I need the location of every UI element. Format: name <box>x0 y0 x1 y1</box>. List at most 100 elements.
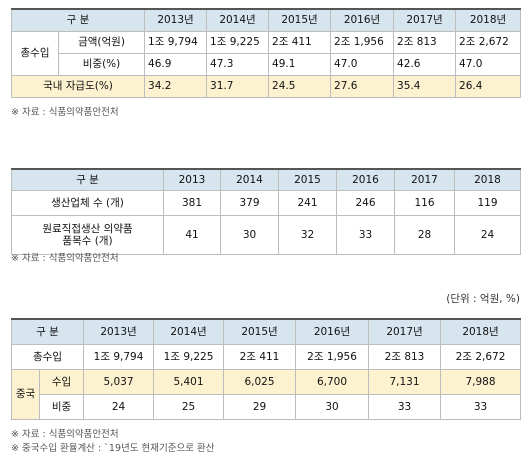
table-cell: 47.3 <box>206 53 270 76</box>
table-cell: 31.7 <box>206 75 270 98</box>
unit-label: (단위 : 억원, %) <box>446 293 520 305</box>
header-cell: 구 분 <box>10 8 146 32</box>
table-cell: 1조 9,225 <box>153 344 225 370</box>
table-row: 총수입 1조 9,794 1조 9,225 2조 411 2조 1,956 2조… <box>10 344 522 370</box>
header-cell: 2014 <box>220 168 279 191</box>
header-cell: 2018년 <box>440 318 522 345</box>
table-cell: 6,025 <box>223 369 297 395</box>
self-sufficiency-row: 국내 자급도(%) 34.2 31.7 24.5 27.6 35.4 26.4 <box>10 75 522 98</box>
source-note: ※ 자료 : 식품의약품안전처 <box>11 107 119 118</box>
row-label: 비중(%) <box>57 53 146 76</box>
row-label: 총수입 <box>10 344 85 370</box>
exchange-rate-note: ※ 중국수입 환율계산 : `19년도 현재기준으로 환산 <box>11 443 215 454</box>
table-row: 비중 24 25 29 30 33 33 <box>12 394 522 420</box>
table-cell: 2조 1,956 <box>330 31 395 54</box>
import-table: 구 분 2013년 2014년 2015년 2016년 2017년 2018년 … <box>10 8 522 98</box>
source-note: ※ 자료 : 식품의약품안전처 <box>11 429 119 440</box>
row-label-line: 원료직접생산 의약품 <box>42 222 133 235</box>
table-cell: 5,037 <box>83 369 155 395</box>
table-cell: 2조 1,956 <box>295 344 370 370</box>
header-cell: 2015년 <box>268 8 332 32</box>
table-cell: 241 <box>278 190 337 216</box>
table-cell: 2조 2,672 <box>455 31 522 54</box>
table-cell: 46.9 <box>144 53 208 76</box>
table-cell: 379 <box>220 190 279 216</box>
table-row: 중국 수입 5,037 5,401 6,025 6,700 7,131 7,98… <box>11 369 522 420</box>
table-cell: 5,401 <box>153 369 225 395</box>
header-cell: 2015 <box>278 168 337 191</box>
header-cell: 2017년 <box>393 8 457 32</box>
table-cell: 25 <box>153 394 225 420</box>
table-row: 비중(%) 46.9 47.3 49.1 47.0 42.6 47.0 <box>12 53 522 76</box>
table-cell: 49.1 <box>268 53 332 76</box>
table-cell: 34.2 <box>144 75 208 98</box>
table-cell: 116 <box>394 190 455 216</box>
table-cell: 32 <box>278 215 337 255</box>
row-label: 금액(억원) <box>57 31 146 54</box>
header-cell: 2014년 <box>153 318 225 345</box>
table-cell: 2조 411 <box>223 344 297 370</box>
table-cell: 33 <box>440 394 522 420</box>
table-cell: 28 <box>394 215 455 255</box>
header-cell: 2013년 <box>144 8 208 32</box>
table-cell: 26.4 <box>455 75 522 98</box>
row-label-line: 품목수 (개) <box>62 235 113 247</box>
table-cell: 29 <box>223 394 297 420</box>
header-cell: 2014년 <box>206 8 270 32</box>
row-label: 생산업체 수 (개) <box>11 190 164 216</box>
table-cell: 246 <box>336 190 395 216</box>
production-table: 구 분 2013 2014 2015 2016 2017 2018 생산업체 수… <box>11 168 521 255</box>
header-cell: 2015년 <box>223 318 297 345</box>
row-label: 원료직접생산 의약품 품목수 (개) <box>11 215 164 255</box>
row-group-label: 총수입 <box>11 31 59 76</box>
row-label: 국내 자급도(%) <box>10 75 146 98</box>
header-cell: 구 분 <box>10 318 85 345</box>
table-row: 원료직접생산 의약품 품목수 (개) 41 30 32 33 28 24 <box>11 215 521 255</box>
table-cell: 41 <box>163 215 221 255</box>
header-cell: 2018년 <box>455 8 522 32</box>
table-row: 생산업체 수 (개) 381 379 241 246 116 119 <box>11 190 521 216</box>
header-cell: 2016년 <box>295 318 370 345</box>
table-cell: 30 <box>295 394 370 420</box>
header-cell: 2017 <box>394 168 455 191</box>
table-cell: 33 <box>368 394 442 420</box>
row-label: 비중 <box>38 394 85 420</box>
table-cell: 2조 411 <box>268 31 332 54</box>
table-cell: 1조 9,225 <box>206 31 270 54</box>
row-label: 수입 <box>38 369 85 395</box>
table-cell: 27.6 <box>330 75 395 98</box>
table-cell: 2조 813 <box>368 344 442 370</box>
table-cell: 42.6 <box>393 53 457 76</box>
header-cell: 2018 <box>454 168 521 191</box>
table-cell: 2조 813 <box>393 31 457 54</box>
table-row: 총수입 금액(억원) 1조 9,794 1조 9,225 2조 411 2조 1… <box>11 31 522 76</box>
source-note: ※ 자료 : 식품의약품안전처 <box>11 253 119 264</box>
row-group-label: 중국 <box>11 369 40 420</box>
table-cell: 33 <box>336 215 395 255</box>
header-cell: 2017년 <box>368 318 442 345</box>
table-cell: 6,700 <box>295 369 370 395</box>
header-cell: 2016년 <box>330 8 395 32</box>
table-cell: 2조 2,672 <box>440 344 522 370</box>
table-cell: 47.0 <box>455 53 522 76</box>
table-cell: 24 <box>83 394 155 420</box>
table-cell: 381 <box>163 190 221 216</box>
table-cell: 7,131 <box>368 369 442 395</box>
table-cell: 7,988 <box>440 369 522 395</box>
table-header-row: 구 분 2013년 2014년 2015년 2016년 2017년 2018년 <box>10 8 522 32</box>
table-cell: 1조 9,794 <box>83 344 155 370</box>
header-cell: 2016 <box>336 168 395 191</box>
header-cell: 2013년 <box>83 318 155 345</box>
header-cell: 구 분 <box>11 168 164 191</box>
table-cell: 47.0 <box>330 53 395 76</box>
china-import-table: 구 분 2013년 2014년 2015년 2016년 2017년 2018년 … <box>10 318 522 420</box>
table-cell: 1조 9,794 <box>144 31 208 54</box>
table-cell: 119 <box>454 190 521 216</box>
table-cell: 24.5 <box>268 75 332 98</box>
table-header-row: 구 분 2013년 2014년 2015년 2016년 2017년 2018년 <box>10 318 522 345</box>
table-cell: 30 <box>220 215 279 255</box>
table-cell: 35.4 <box>393 75 457 98</box>
table-header-row: 구 분 2013 2014 2015 2016 2017 2018 <box>11 168 521 191</box>
table-cell: 24 <box>454 215 521 255</box>
header-cell: 2013 <box>163 168 221 191</box>
